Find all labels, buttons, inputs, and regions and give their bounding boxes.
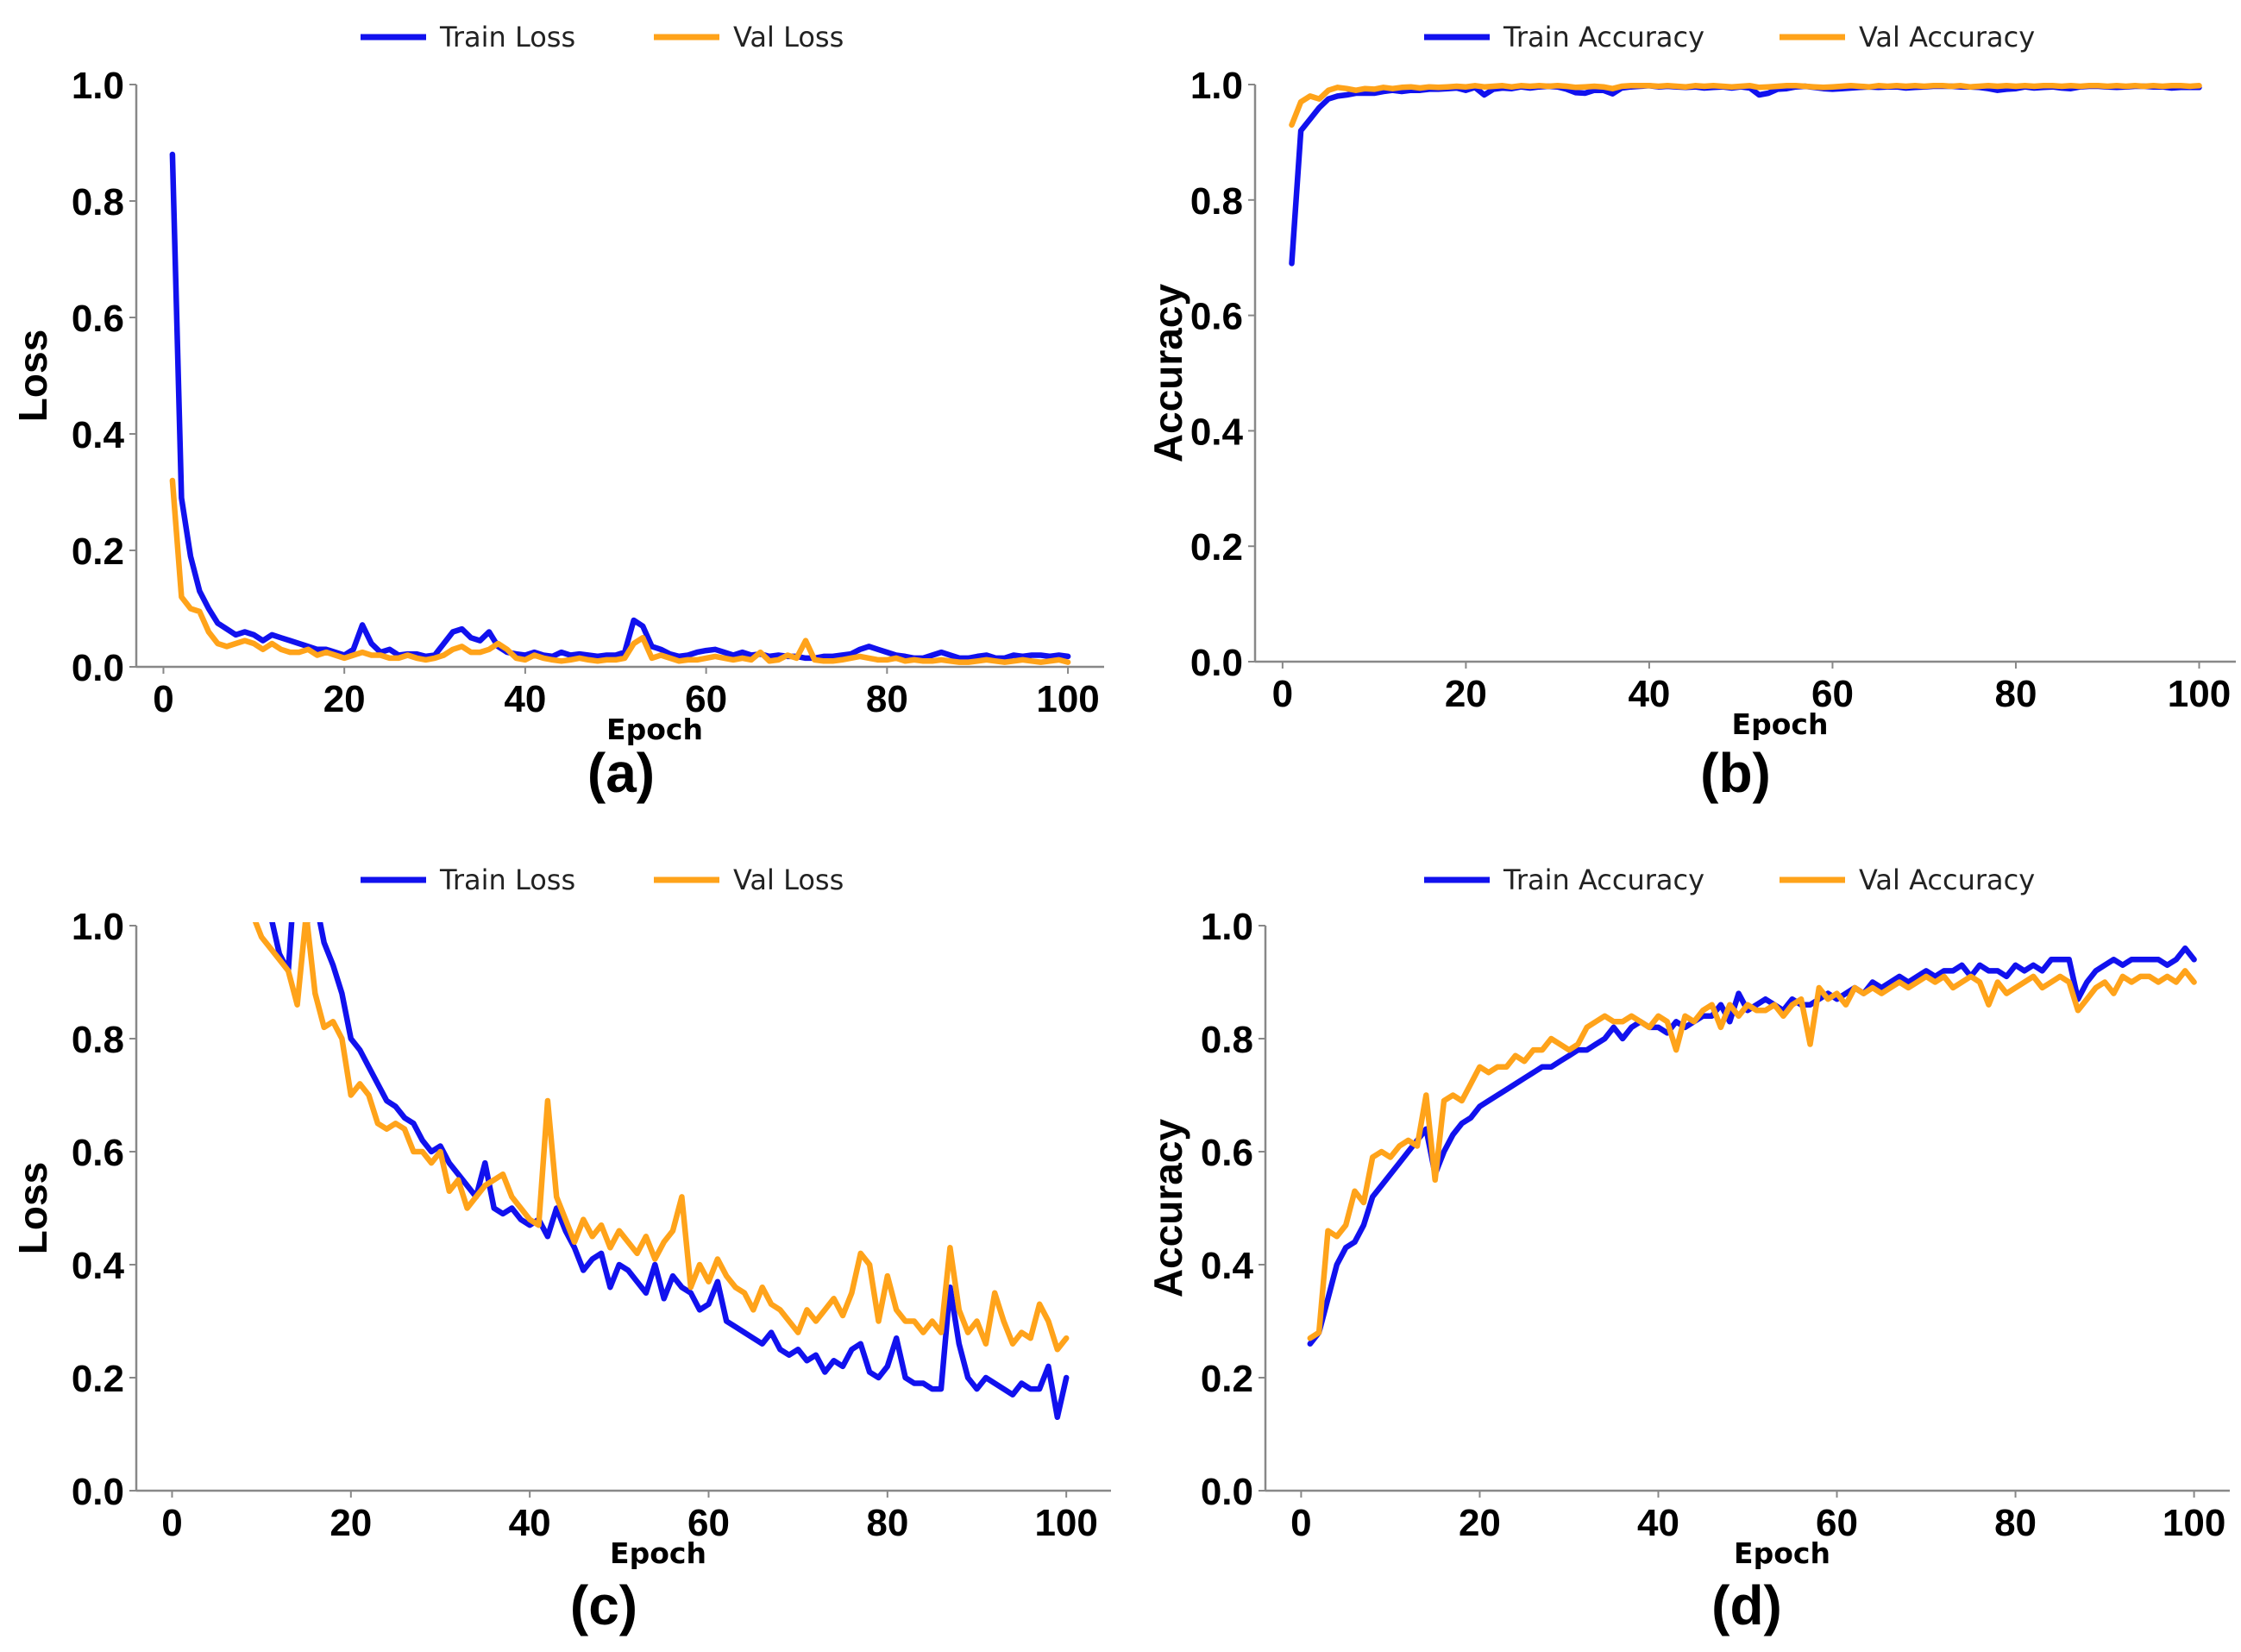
x-tick-label: 20 <box>330 1502 372 1544</box>
y-axis-title: Loss <box>10 1162 55 1254</box>
x-tick-label: 80 <box>1994 673 2037 715</box>
y-axis-title: Accuracy <box>1146 284 1190 463</box>
x-tick-label: 100 <box>2163 1502 2225 1544</box>
y-tick-label: 0.8 <box>1201 1019 1253 1061</box>
x-axis-title: Epoch <box>610 1536 706 1570</box>
series-line-val <box>1307 968 2197 1341</box>
x-tick-label: 20 <box>1459 1502 1501 1544</box>
x-tick-label: 60 <box>687 1502 730 1544</box>
x-axis-title: Epoch <box>1734 1536 1830 1570</box>
panel-label: (d) <box>1711 1574 1782 1636</box>
x-tick-label: 100 <box>2168 673 2231 715</box>
y-tick-label: 0.2 <box>72 1358 124 1400</box>
y-axis-title: Accuracy <box>1146 1119 1190 1298</box>
x-tick-label: 60 <box>1811 673 1854 715</box>
x-tick-label: 60 <box>685 678 727 720</box>
legend-label: Train Loss <box>439 864 575 896</box>
x-axis-title: Epoch <box>1732 707 1829 741</box>
y-tick-label: 0.6 <box>1201 1132 1253 1174</box>
y-tick-label: 1.0 <box>72 65 124 107</box>
series-line-val <box>169 477 1071 665</box>
y-tick-label: 0.0 <box>1201 1471 1253 1513</box>
y-tick-label: 1.0 <box>1190 65 1243 107</box>
y-tick-label: 0.8 <box>1190 180 1243 223</box>
y-axis-title: Loss <box>10 330 55 422</box>
chart-panel-1: 0.0 0.2 0.4 0.6 0.8 1.0 0 20 40 60 80 100 Epoch Loss (… <box>10 21 1104 804</box>
y-tick-label: 0.2 <box>72 531 124 573</box>
x-tick-label: 20 <box>323 678 366 720</box>
x-tick-label: 20 <box>1445 673 1487 715</box>
y-tick-label: 0.8 <box>72 1019 124 1061</box>
panel-label: (a) <box>587 742 655 804</box>
y-tick-label: 0.6 <box>1190 296 1243 338</box>
x-tick-label: 100 <box>1034 1502 1097 1544</box>
x-tick-label: 80 <box>866 1502 908 1544</box>
y-tick-label: 0.4 <box>72 1245 125 1287</box>
chart-panel-3: 0.0 0.2 0.4 0.6 0.8 1.0 0 20 40 60 80 100 Epoch Loss (… <box>10 864 1111 1636</box>
legend-label: Val Loss <box>733 864 844 896</box>
y-tick-label: 0.2 <box>1190 526 1243 568</box>
x-tick-label: 0 <box>1290 1502 1311 1544</box>
chart-panel-2: 0.0 0.2 0.4 0.6 0.8 1.0 0 20 40 60 80 100 Epoch Accur… <box>1146 21 2236 804</box>
series-line-val <box>252 922 1070 1353</box>
y-tick-label: 1.0 <box>1201 906 1253 948</box>
legend-label: Val Accuracy <box>1859 21 2035 53</box>
series-line-train <box>269 922 1070 1421</box>
legend: Train Loss Val Loss <box>361 21 844 53</box>
x-tick-label: 40 <box>504 678 546 720</box>
x-tick-label: 80 <box>1994 1502 2037 1544</box>
x-tick-label: 0 <box>153 678 173 720</box>
x-tick-label: 40 <box>509 1502 551 1544</box>
y-tick-label: 0.0 <box>72 647 124 689</box>
y-tick-label: 0.8 <box>72 181 124 223</box>
chart-panel-4: 0.0 0.2 0.4 0.6 0.8 1.0 0 20 40 60 80 100 Epoch Accur… <box>1146 864 2230 1636</box>
y-tick-label: 0.0 <box>72 1471 124 1513</box>
y-tick-label: 0.0 <box>1190 642 1243 684</box>
legend-label: Train Loss <box>439 21 575 53</box>
series-line-train <box>169 151 1071 662</box>
legend-label: Val Accuracy <box>1859 864 2035 896</box>
y-tick-label: 0.6 <box>72 1132 124 1174</box>
x-tick-label: 80 <box>866 678 908 720</box>
panel-label: (b) <box>1700 742 1771 804</box>
legend: Train Accuracy Val Accuracy <box>1424 21 2035 53</box>
legend-label: Train Accuracy <box>1503 21 1704 53</box>
x-tick-label: 100 <box>1036 678 1099 720</box>
y-tick-label: 0.4 <box>72 414 125 456</box>
legend: Train Accuracy Val Accuracy <box>1424 864 2035 896</box>
y-tick-label: 0.4 <box>1190 411 1244 453</box>
legend-label: Train Accuracy <box>1503 864 1704 896</box>
series-line-train <box>1289 83 2202 267</box>
x-tick-label: 0 <box>161 1502 182 1544</box>
x-tick-label: 0 <box>1272 673 1293 715</box>
y-tick-label: 0.6 <box>72 298 124 340</box>
legend-label: Val Loss <box>733 21 844 53</box>
y-tick-label: 0.2 <box>1201 1358 1253 1400</box>
panel-label: (c) <box>570 1574 637 1636</box>
x-axis-title: Epoch <box>606 713 703 746</box>
x-tick-label: 60 <box>1816 1502 1858 1544</box>
y-tick-label: 1.0 <box>72 906 124 948</box>
series-line-val <box>1289 83 2202 129</box>
x-tick-label: 40 <box>1637 1502 1679 1544</box>
legend: Train Loss Val Loss <box>361 864 844 896</box>
y-tick-label: 0.4 <box>1201 1245 1254 1287</box>
x-tick-label: 40 <box>1628 673 1670 715</box>
